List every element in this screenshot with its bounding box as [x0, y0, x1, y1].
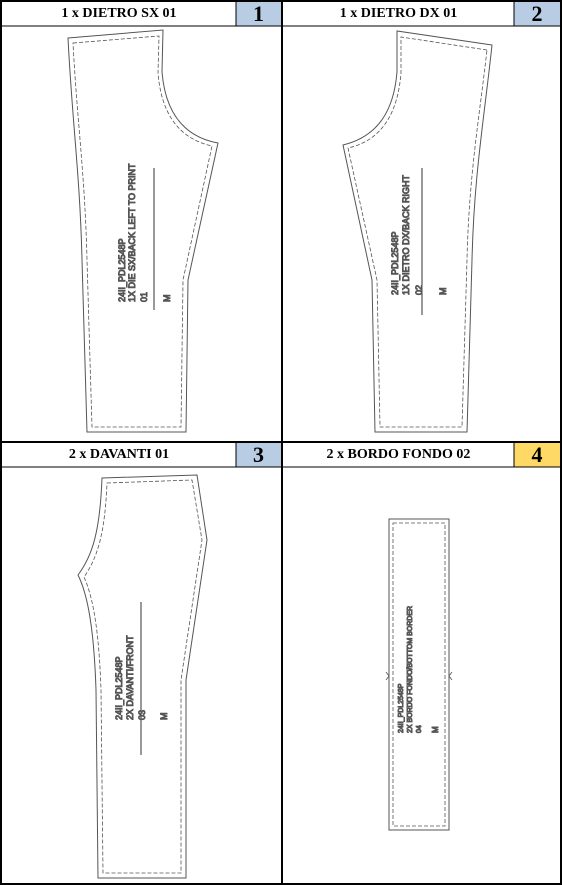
piece-back-right: 24II_PDL2548P 1X DIETRO DX/BACK RIGHT 02… — [342, 30, 493, 433]
svg-text:2X BORDO FONDO/BOTTOM BORDER: 2X BORDO FONDO/BOTTOM BORDER — [407, 606, 414, 733]
panel-3-number: 3 — [236, 442, 281, 467]
panel-3-title: 2 x DAVANTI 01 — [68, 447, 170, 462]
piece-bottom-border: 24II_PDL2548P 2X BORDO FONDO/BOTTOM BORD… — [385, 518, 453, 831]
svg-text:24II_PDL2548P: 24II_PDL2548P — [114, 656, 124, 720]
piece-back-left: 24II_PDL2548P 1X DIE SX/BACK LEFT TO PRI… — [67, 29, 219, 433]
panel-4-number: 4 — [514, 442, 560, 467]
panel-1-number: 1 — [236, 1, 281, 26]
svg-text:04: 04 — [416, 725, 423, 733]
svg-text:2X DAVANTI/FRONT: 2X DAVANTI/FRONT — [125, 635, 135, 720]
svg-text:1X DIETRO DX/BACK RIGHT: 1X DIETRO DX/BACK RIGHT — [401, 174, 411, 295]
panel-1-title: 1 x DIETRO SX 01 — [61, 6, 177, 21]
svg-text:M: M — [159, 713, 169, 721]
svg-text:01: 01 — [139, 292, 149, 302]
panel-4-title: 2 x BORDO FONDO 02 — [326, 447, 471, 462]
svg-text:24II_PDL2548P: 24II_PDL2548P — [117, 238, 127, 302]
svg-text:02: 02 — [414, 285, 424, 295]
piece-front: 24II_PDL2548P 2X DAVANTI/FRONT 03 M — [77, 474, 208, 879]
svg-text:M: M — [431, 726, 440, 733]
panel-2-number: 2 — [514, 1, 560, 26]
svg-text:M: M — [438, 288, 448, 296]
svg-text:M: M — [162, 295, 172, 303]
panel-2-title: 1 x DIETRO DX 01 — [339, 6, 458, 21]
svg-text:24II_PDL2548P: 24II_PDL2548P — [390, 231, 400, 295]
svg-text:03: 03 — [137, 710, 147, 720]
svg-text:24II_PDL2548P: 24II_PDL2548P — [398, 683, 405, 733]
svg-text:1X DIE SX/BACK LEFT TO PRINT: 1X DIE SX/BACK LEFT TO PRINT — [127, 163, 137, 302]
